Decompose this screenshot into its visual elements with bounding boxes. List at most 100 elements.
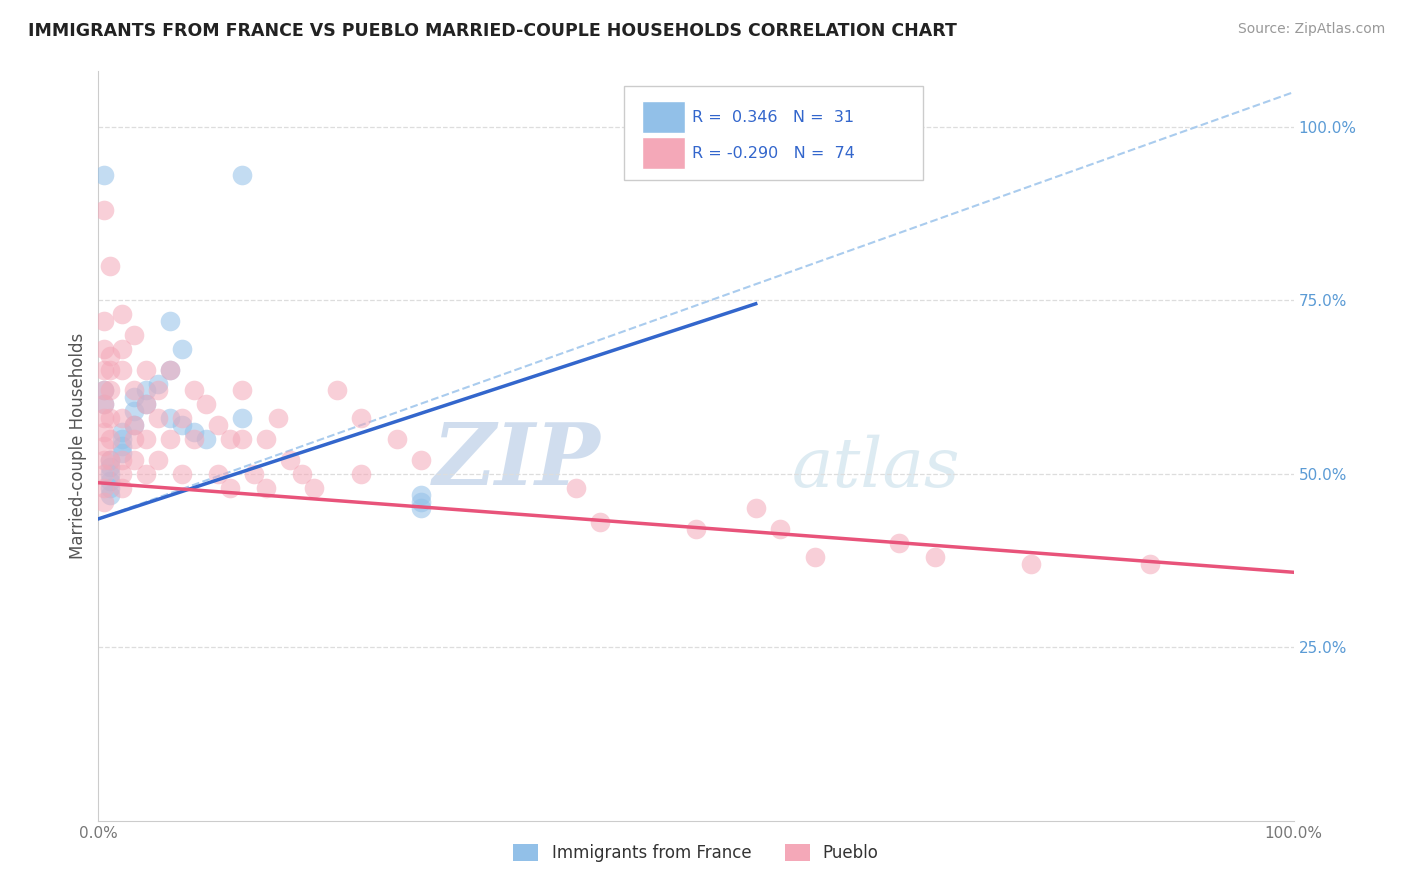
Text: IMMIGRANTS FROM FRANCE VS PUEBLO MARRIED-COUPLE HOUSEHOLDS CORRELATION CHART: IMMIGRANTS FROM FRANCE VS PUEBLO MARRIED… <box>28 22 957 40</box>
Point <box>291 467 314 481</box>
Point <box>111 453 134 467</box>
Point <box>93 467 115 481</box>
Point <box>924 549 946 564</box>
Point <box>124 432 146 446</box>
Point <box>93 397 115 411</box>
Point <box>93 453 115 467</box>
Point <box>124 418 146 433</box>
Point <box>124 384 146 398</box>
Point <box>148 376 170 391</box>
Point <box>124 328 146 343</box>
Point <box>411 487 433 501</box>
Point <box>98 453 122 467</box>
Point <box>804 549 827 564</box>
Point <box>183 432 205 446</box>
Point <box>411 501 433 516</box>
Point <box>135 432 157 446</box>
Point <box>98 459 122 474</box>
Point <box>93 425 115 439</box>
Point <box>589 516 612 530</box>
Point <box>98 411 122 425</box>
Point <box>98 453 122 467</box>
Point <box>111 425 134 439</box>
Point <box>411 494 433 508</box>
Point <box>98 259 122 273</box>
Point <box>98 481 122 495</box>
Point <box>183 384 205 398</box>
Point <box>148 384 170 398</box>
Point <box>93 411 115 425</box>
Point <box>98 362 122 376</box>
Point <box>1139 557 1161 571</box>
Point <box>889 536 911 550</box>
Text: ZIP: ZIP <box>433 419 600 503</box>
Point <box>172 342 194 356</box>
Point <box>159 362 181 376</box>
Point <box>93 203 115 218</box>
Point <box>219 481 242 495</box>
Point <box>195 432 218 446</box>
Point <box>98 467 122 481</box>
Point <box>172 418 194 433</box>
Point <box>135 397 157 411</box>
Point <box>111 467 134 481</box>
Legend: Immigrants from France, Pueblo: Immigrants from France, Pueblo <box>506 837 886 869</box>
FancyBboxPatch shape <box>624 87 922 180</box>
Point <box>111 439 134 453</box>
Point <box>411 453 433 467</box>
Point <box>93 439 115 453</box>
Point <box>207 467 229 481</box>
Point <box>93 397 115 411</box>
Point <box>135 397 157 411</box>
Point <box>768 522 790 536</box>
Point <box>124 418 146 433</box>
Point <box>148 453 170 467</box>
Point <box>93 169 115 183</box>
Point <box>111 342 134 356</box>
Point <box>93 481 115 495</box>
Point <box>172 467 194 481</box>
Point <box>148 411 170 425</box>
Point <box>685 522 707 536</box>
Point <box>278 453 301 467</box>
Point <box>124 453 146 467</box>
Y-axis label: Married-couple Households: Married-couple Households <box>69 333 87 559</box>
Point <box>1019 557 1042 571</box>
Point <box>93 362 115 376</box>
Point <box>350 467 373 481</box>
FancyBboxPatch shape <box>643 102 685 133</box>
Point <box>172 411 194 425</box>
Point <box>350 411 373 425</box>
Text: atlas: atlas <box>792 435 960 502</box>
Point <box>159 411 181 425</box>
Point <box>98 474 122 488</box>
Point <box>124 404 146 418</box>
Point <box>231 384 253 398</box>
Point <box>98 384 122 398</box>
Point <box>135 467 157 481</box>
Point <box>98 487 122 501</box>
Point <box>231 411 253 425</box>
Point <box>93 494 115 508</box>
Point <box>98 432 122 446</box>
Point <box>267 411 290 425</box>
Point <box>302 481 325 495</box>
Point <box>565 481 588 495</box>
Point <box>254 432 277 446</box>
Point <box>231 169 253 183</box>
Point <box>111 307 134 321</box>
Point <box>93 342 115 356</box>
Point <box>111 481 134 495</box>
Point <box>111 411 134 425</box>
Point <box>231 432 253 446</box>
Point <box>98 349 122 363</box>
Point <box>93 384 115 398</box>
Point <box>159 314 181 328</box>
Point <box>159 362 181 376</box>
Point <box>385 432 409 446</box>
Point <box>111 432 134 446</box>
Text: R = -0.290   N =  74: R = -0.290 N = 74 <box>692 145 855 161</box>
Text: R =  0.346   N =  31: R = 0.346 N = 31 <box>692 110 855 125</box>
Point <box>183 425 205 439</box>
Point <box>254 481 277 495</box>
